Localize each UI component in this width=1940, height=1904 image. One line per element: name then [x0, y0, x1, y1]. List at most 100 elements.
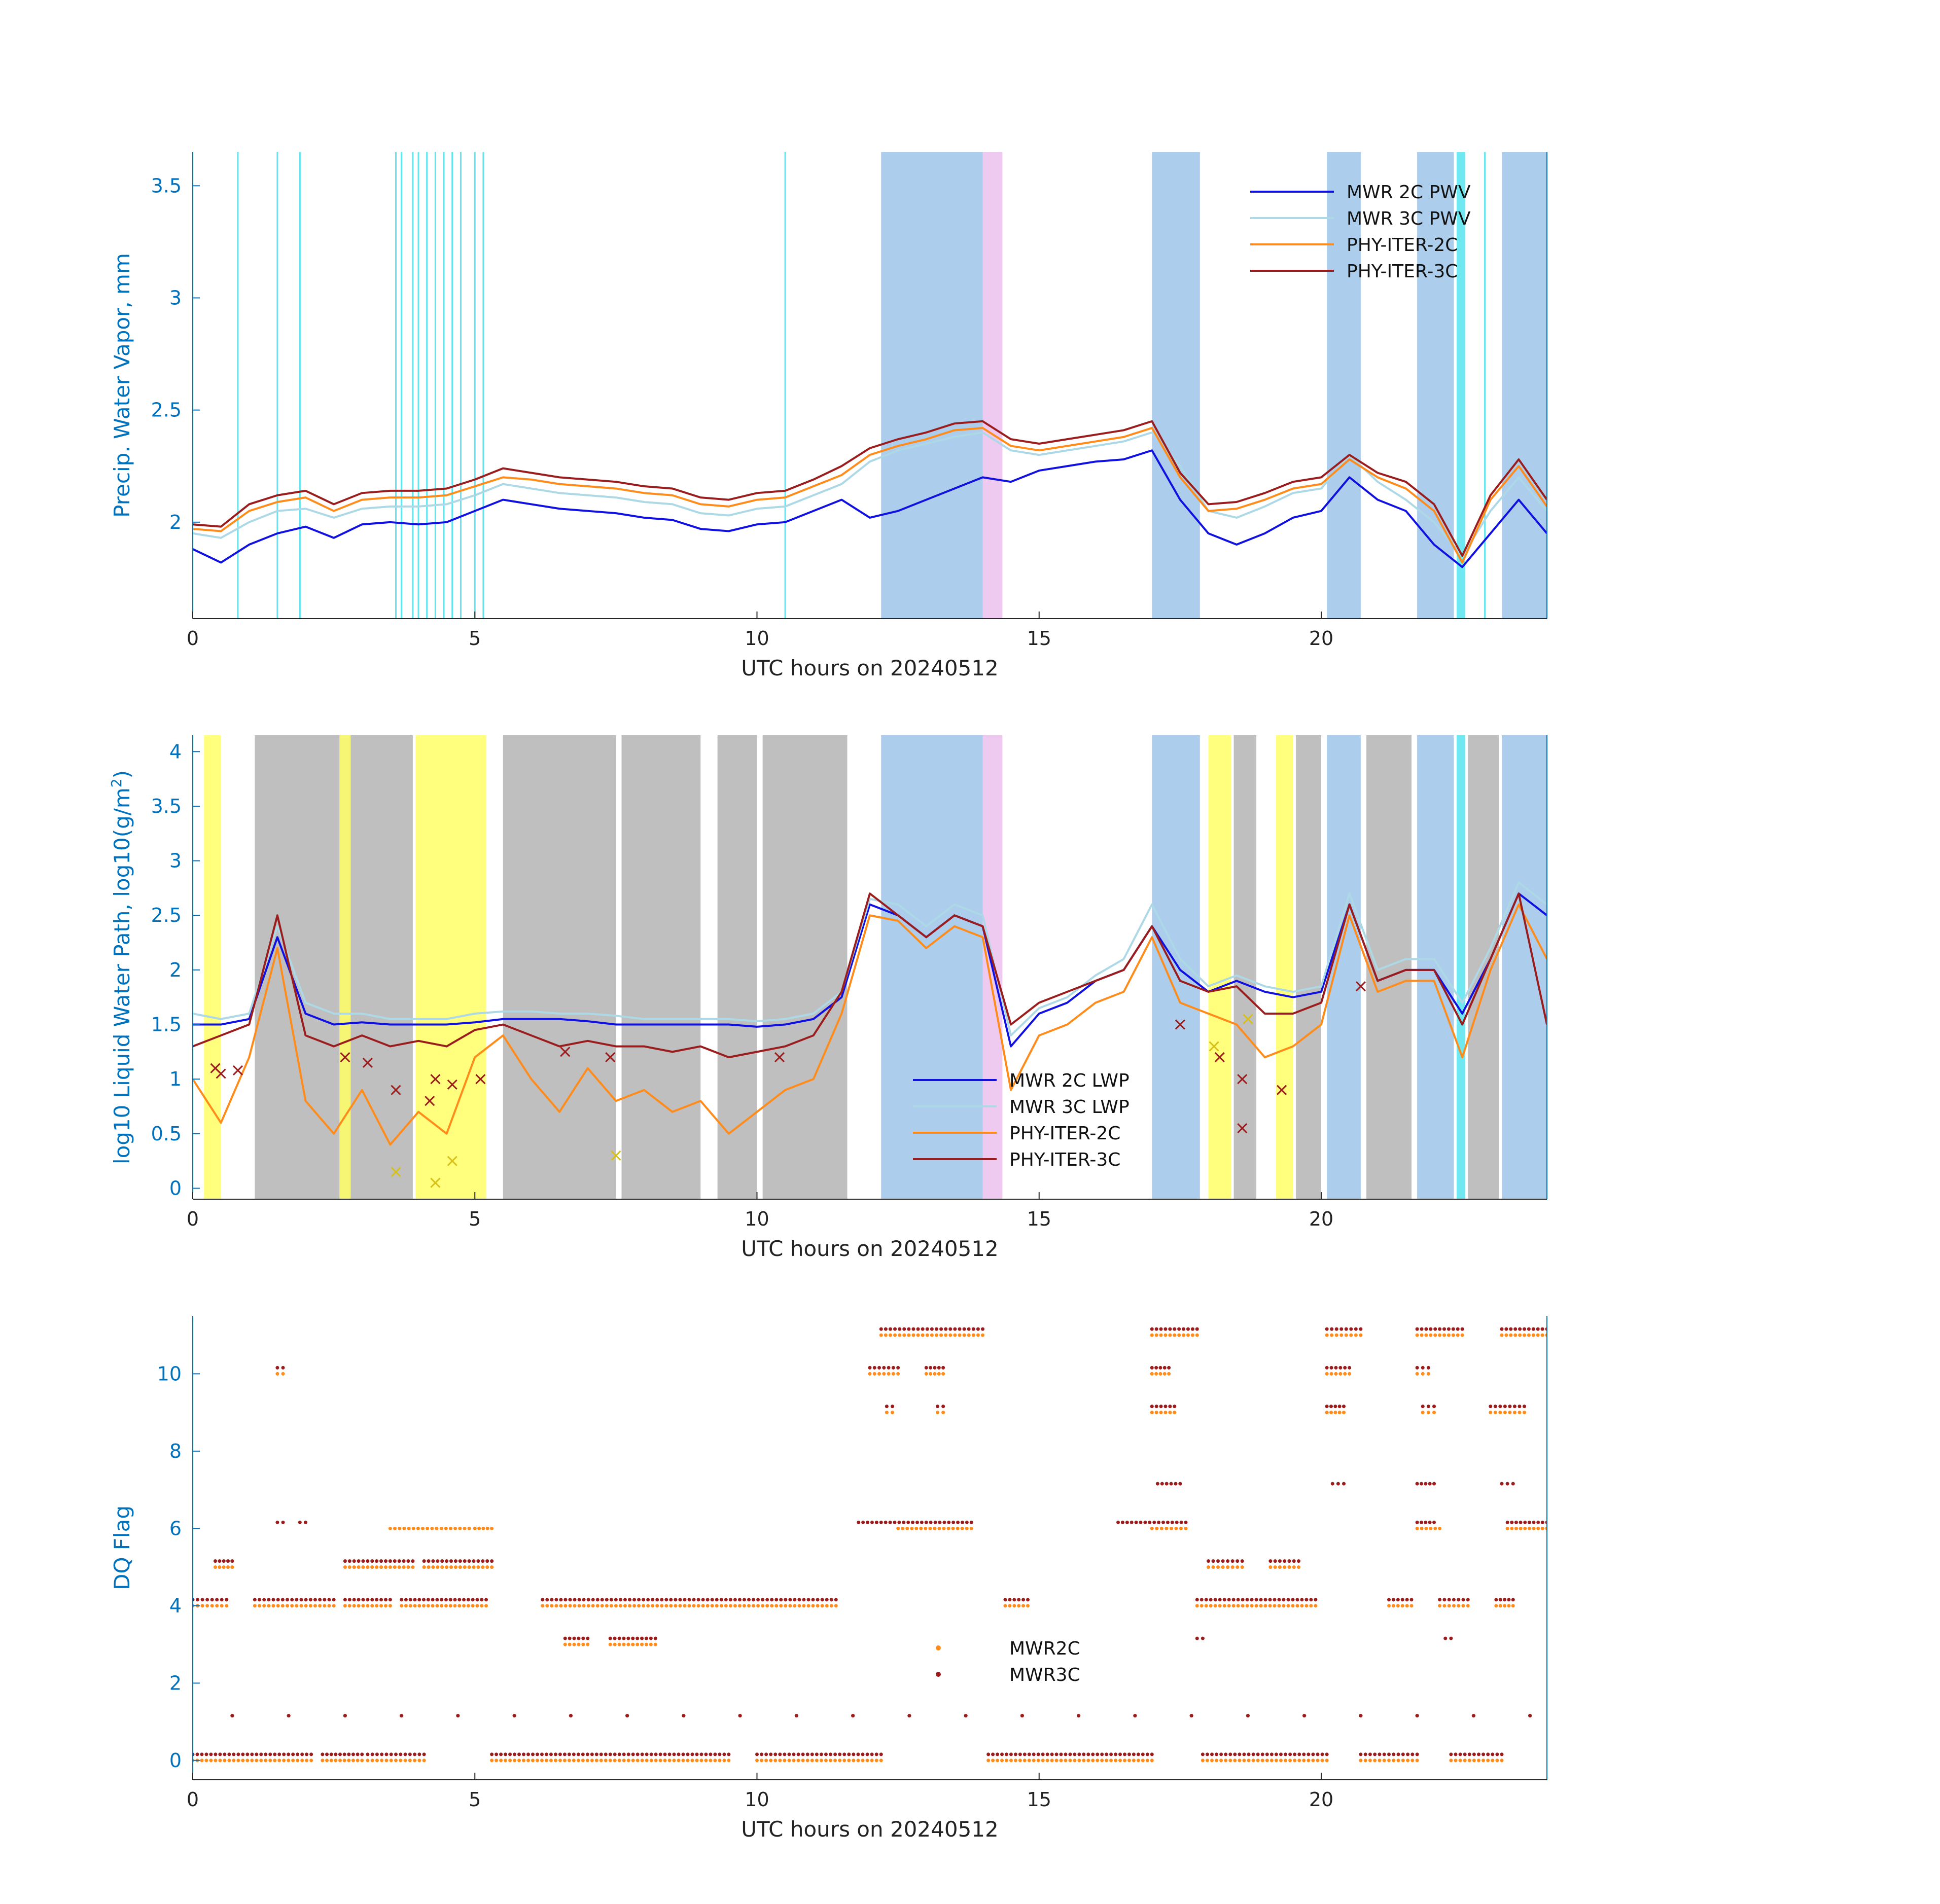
dq-point-mwr3c	[347, 1598, 351, 1602]
dq-point-mwr3c	[1189, 1714, 1193, 1718]
dq-point-mwr2c	[422, 1565, 426, 1569]
dq-point-mwr2c	[655, 1604, 659, 1608]
dq-point-mwr3c	[1166, 1520, 1170, 1524]
dq-point-mwr2c	[1508, 1411, 1512, 1415]
dq-point-mwr3c	[902, 1327, 906, 1331]
y-tick-label: 0	[169, 1177, 182, 1199]
dq-point-mwr2c	[1536, 1526, 1540, 1530]
dq-point-mwr3c	[1432, 1482, 1436, 1486]
dq-point-mwr2c	[1260, 1758, 1264, 1763]
dq-point-mwr2c	[352, 1604, 356, 1608]
dq-point-mwr3c	[1432, 1405, 1436, 1409]
plot-area	[193, 152, 1547, 619]
dq-point-mwr2c	[590, 1758, 594, 1763]
dq-point-mwr3c	[586, 1636, 590, 1640]
y-axis-title: log10 Liquid Water Path, log10(g/m2)	[108, 770, 134, 1164]
dq-point-mwr2c	[742, 1604, 746, 1608]
dq-point-mwr3c	[1339, 1327, 1344, 1331]
dq-point-mwr2c	[773, 1758, 778, 1763]
dq-point-mwr2c	[683, 1604, 687, 1608]
dq-point-mwr2c	[526, 1758, 531, 1763]
dq-point-mwr2c	[1250, 1604, 1254, 1608]
dq-point-mwr2c	[1233, 1758, 1237, 1763]
dq-point-mwr2c	[481, 1565, 485, 1569]
y-tick-label: 2.5	[151, 399, 182, 421]
dq-point-mwr2c	[581, 1642, 585, 1646]
dq-point-mwr2c	[435, 1526, 439, 1530]
series-line-mwr-2c-pwv	[193, 449, 1547, 568]
dq-point-mwr2c	[1291, 1604, 1295, 1608]
dq-point-mwr3c	[1215, 1752, 1219, 1756]
dq-point-mwr2c	[435, 1604, 439, 1608]
dq-point-mwr2c	[1348, 1372, 1352, 1376]
dq-point-mwr3c	[1114, 1752, 1118, 1756]
dq-point-mwr2c	[1195, 1604, 1199, 1608]
dq-point-mwr3c	[1511, 1482, 1515, 1486]
dq-point-mwr2c	[1405, 1604, 1409, 1608]
dq-point-mwr2c	[986, 1758, 991, 1763]
dq-point-mwr3c	[475, 1598, 479, 1602]
dq-point-mwr3c	[484, 1598, 488, 1602]
series-line-mwr-3c-lwp	[193, 881, 1547, 1037]
y-tick-label: 6	[169, 1517, 182, 1539]
dq-point-mwr2c	[499, 1758, 503, 1763]
dq-point-mwr3c	[788, 1598, 792, 1602]
flag-bands-gray-band	[717, 735, 757, 1199]
dq-point-mwr3c	[1333, 1405, 1337, 1409]
dq-point-mwr2c	[375, 1604, 379, 1608]
dq-point-mwr3c	[1195, 1636, 1199, 1640]
dq-point-mwr3c	[426, 1598, 430, 1602]
dq-point-mwr3c	[1054, 1752, 1059, 1756]
y-tick-label: 2	[169, 1672, 182, 1694]
dq-point-mwr3c	[431, 1559, 435, 1563]
dq-point-mwr2c	[582, 1604, 586, 1608]
dq-point-mwr3c	[402, 1559, 406, 1563]
dq-point-mwr2c	[1190, 1333, 1194, 1337]
dq-point-mwr2c	[1447, 1604, 1451, 1608]
dq-point-mwr2c	[431, 1604, 435, 1608]
dq-point-mwr3c	[277, 1752, 281, 1756]
flag-bands-blue-band	[1152, 152, 1200, 619]
dq-point-mwr3c	[347, 1559, 351, 1563]
flag-bands-blue-band	[1502, 735, 1547, 1199]
y-tick-label: 3.5	[151, 795, 182, 817]
x-tick-label: 10	[745, 627, 769, 650]
dq-point-mwr2c	[1420, 1333, 1424, 1337]
dq-point-mwr3c	[996, 1752, 1000, 1756]
dq-point-mwr2c	[879, 1333, 883, 1337]
dq-point-mwr2c	[476, 1565, 480, 1569]
dq-point-mwr2c	[958, 1333, 962, 1337]
dq-point-mwr2c	[449, 1565, 453, 1569]
dq-point-mwr3c	[1246, 1714, 1250, 1718]
legend-label: MWR 3C LWP	[1009, 1097, 1130, 1118]
dq-point-mwr2c	[660, 1604, 664, 1608]
dq-point-mwr2c	[357, 1565, 361, 1569]
dq-point-mwr2c	[357, 1604, 361, 1608]
dq-point-mwr3c	[877, 1366, 881, 1370]
legend-label: MWR2C	[1009, 1638, 1080, 1659]
dq-point-mwr3c	[1152, 1520, 1156, 1524]
dq-point-mwr2c	[1342, 1411, 1346, 1415]
legend-label: MWR 3C PWV	[1347, 208, 1471, 229]
dq-point-mwr2c	[321, 1758, 325, 1763]
dq-point-mwr3c	[811, 1598, 815, 1602]
dq-point-mwr2c	[898, 1333, 902, 1337]
legend-marker	[936, 1645, 941, 1650]
dq-point-mwr3c	[699, 1752, 703, 1756]
dq-point-mwr3c	[1130, 1520, 1134, 1524]
dq-point-mwr2c	[672, 1758, 676, 1763]
dq-point-mwr2c	[397, 1565, 401, 1569]
dq-point-mwr2c	[1003, 1604, 1007, 1608]
dq-point-mwr2c	[1274, 1758, 1278, 1763]
dq-point-mwr3c	[1438, 1598, 1442, 1602]
dq-point-mwr3c	[1531, 1327, 1535, 1331]
dq-point-mwr3c	[1314, 1598, 1318, 1602]
dq-point-mwr3c	[1486, 1752, 1490, 1756]
dq-point-mwr2c	[752, 1604, 756, 1608]
dq-point-mwr3c	[608, 1636, 612, 1640]
dq-point-mwr2c	[567, 1758, 571, 1763]
dq-point-mwr3c	[1302, 1752, 1306, 1756]
dq-point-mwr2c	[572, 1642, 576, 1646]
dq-point-mwr2c	[1320, 1758, 1324, 1763]
dq-point-mwr2c	[554, 1604, 558, 1608]
